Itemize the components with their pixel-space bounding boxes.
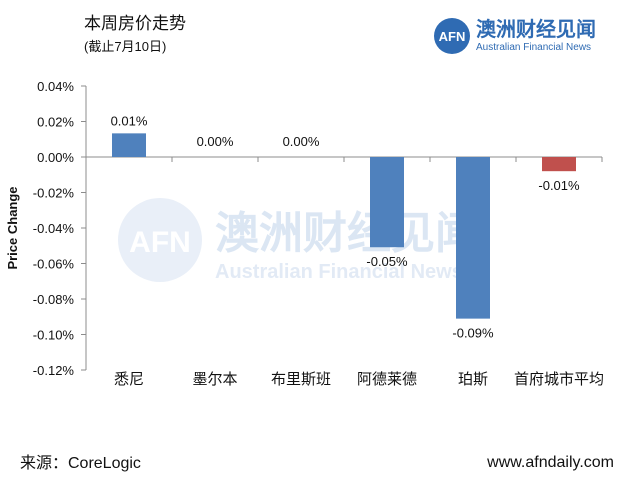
bar bbox=[370, 157, 404, 248]
brand-name-cn: 澳洲财经见闻 bbox=[476, 17, 596, 41]
bar bbox=[112, 133, 146, 157]
website-link[interactable]: www.afndaily.com bbox=[486, 454, 614, 471]
y-tick-label: -0.02% bbox=[33, 186, 75, 201]
watermark-en: Australian Financial News bbox=[215, 261, 463, 283]
y-tick-label: -0.12% bbox=[33, 363, 75, 378]
category-label: 墨尔本 bbox=[192, 371, 237, 388]
category-label: 布里斯班 bbox=[271, 371, 331, 388]
data-label: -0.05% bbox=[366, 254, 408, 269]
y-tick-label: -0.10% bbox=[33, 328, 75, 343]
brand-name-en: Australian Financial News bbox=[476, 42, 591, 53]
category-label: 珀斯 bbox=[458, 371, 488, 388]
data-label: 0.01% bbox=[111, 113, 148, 128]
y-tick-label: 0.04% bbox=[37, 79, 74, 94]
category-labels: 悉尼 墨尔本 布里斯班 阿德莱德 珀斯 首府城市平均 bbox=[114, 370, 604, 388]
bar bbox=[456, 157, 490, 319]
y-tick-label: -0.06% bbox=[33, 257, 75, 272]
y-tick-label: -0.08% bbox=[33, 292, 75, 307]
data-label: 0.00% bbox=[283, 134, 320, 149]
watermark-cn: 澳洲财经见闻 bbox=[215, 209, 479, 258]
bars bbox=[112, 133, 603, 319]
y-tick-label: 0.00% bbox=[37, 150, 74, 165]
data-label: -0.09% bbox=[452, 326, 494, 341]
watermark-logo bbox=[118, 198, 202, 282]
data-labels: 0.01% 0.00% 0.00% -0.05% -0.09% -0.01% bbox=[111, 113, 580, 340]
y-ticks: 0.04% 0.02% 0.00% -0.02% -0.04% -0.06% -0.08% -… bbox=[33, 79, 86, 378]
category-label: 首府城市平均 bbox=[514, 371, 604, 388]
y-tick-label: -0.04% bbox=[33, 221, 75, 236]
afn-logo-icon bbox=[434, 18, 470, 54]
source-note: 来源：CoreLogic bbox=[20, 454, 141, 472]
y-tick-label: 0.02% bbox=[37, 115, 74, 130]
afn-logo-text: AFN bbox=[439, 29, 466, 44]
chart-title: 本周房价走势 bbox=[84, 14, 186, 33]
data-label: -0.01% bbox=[538, 178, 580, 193]
watermark: AFN 澳洲财经见闻 Australian Financial News bbox=[118, 198, 479, 283]
data-label: 0.00% bbox=[197, 134, 234, 149]
brand-logo: AFN 澳洲财经见闻 Australian Financial News bbox=[434, 17, 596, 54]
chart-subtitle: (截止7月10日) bbox=[84, 39, 166, 54]
category-label: 悉尼 bbox=[114, 371, 144, 388]
y-axis-label: Price Change bbox=[5, 186, 20, 269]
category-label: 阿德莱德 bbox=[357, 370, 417, 388]
watermark-logo-text: AFN bbox=[129, 226, 191, 259]
bar bbox=[542, 157, 576, 172]
